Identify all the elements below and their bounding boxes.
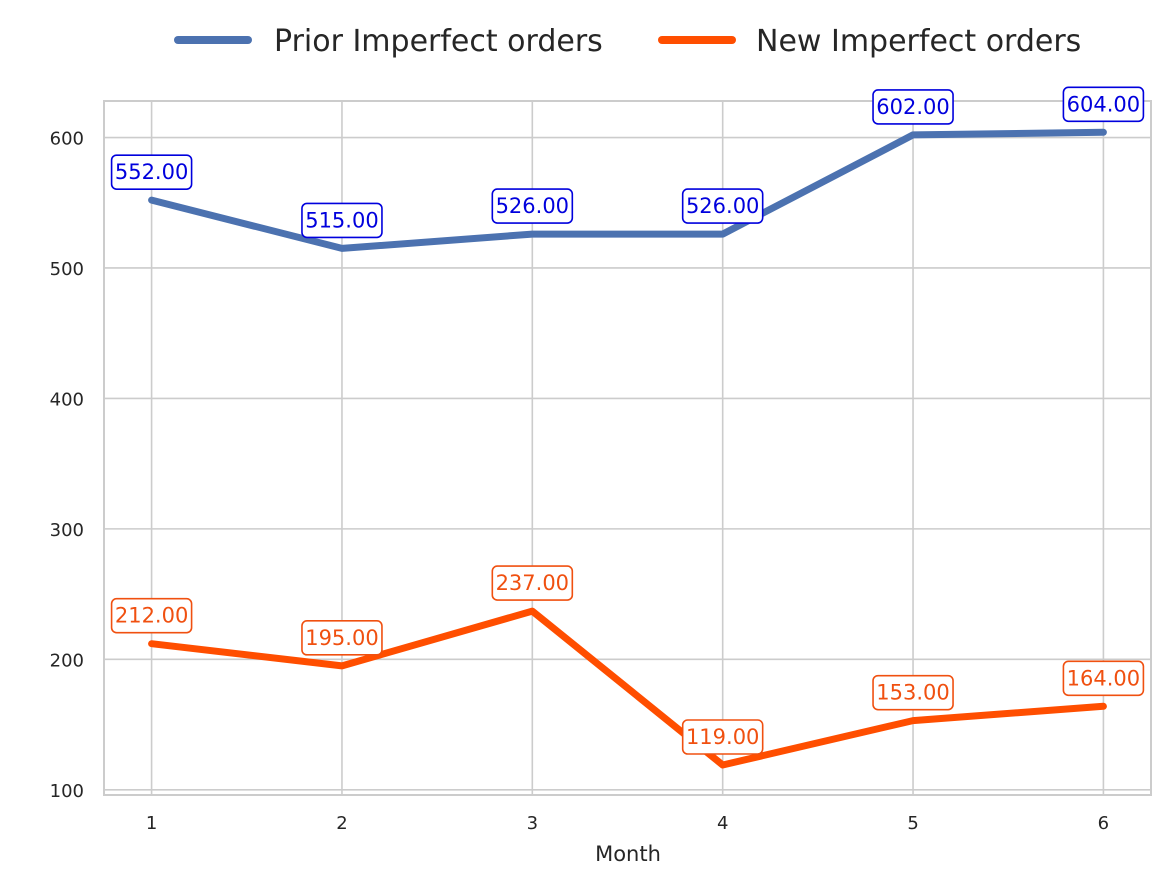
data-label-box-0-3 — [681, 188, 764, 224]
data-label-1-0: 212.00 — [115, 604, 188, 628]
series-line-1 — [148, 607, 1107, 769]
data-label-box-1-4 — [872, 674, 954, 711]
y-tick-label-0: 100 — [50, 781, 84, 802]
x-axis-title: Month — [595, 842, 661, 866]
x-tick-label-5: 6 — [1098, 813, 1109, 834]
plot-area: 100 200 300 400 500 600 1 2 3 4 5 6 552.00 515.00 526.… — [50, 86, 1152, 834]
data-label-box-0-0 — [110, 154, 193, 190]
legend: Prior Imperfect orders New Imperfect ord… — [174, 24, 1081, 59]
data-label-1-5: 164.00 — [1067, 666, 1140, 690]
data-label-0-3: 526.00 — [686, 194, 759, 218]
data-label-1-3: 119.00 — [686, 725, 759, 749]
y-tick-label-5: 600 — [50, 129, 84, 150]
x-tick-label-2: 3 — [527, 813, 538, 834]
data-label-1-2: 237.00 — [496, 571, 569, 595]
data-label-box-1-1 — [301, 620, 383, 656]
data-label-box-1-0 — [110, 597, 193, 634]
data-label-0-0: 552.00 — [115, 160, 188, 184]
data-label-box-0-5 — [1062, 86, 1145, 123]
legend-label-prior: Prior Imperfect orders — [274, 24, 603, 59]
x-tick-label-1: 2 — [336, 813, 347, 834]
data-label-1-1: 195.00 — [305, 626, 378, 650]
data-label-box-1-3 — [681, 719, 764, 755]
x-tick-label-3: 4 — [717, 813, 728, 834]
data-label-0-4: 602.00 — [876, 95, 949, 119]
data-label-0-2: 526.00 — [496, 194, 569, 218]
legend-label-new: New Imperfect orders — [756, 24, 1081, 59]
data-label-0-5: 604.00 — [1067, 92, 1140, 116]
y-tick-label-4: 500 — [50, 259, 84, 280]
y-tick-label-3: 400 — [50, 389, 84, 410]
data-label-0-1: 515.00 — [305, 208, 378, 232]
data-label-box-1-2 — [491, 565, 574, 601]
data-label-box-0-1 — [301, 202, 383, 239]
series-line-0 — [148, 128, 1107, 252]
data-label-box-0-4 — [872, 89, 954, 125]
x-tick-label-4: 5 — [907, 813, 918, 834]
data-label-box-1-5 — [1062, 660, 1145, 697]
y-tick-label-2: 300 — [50, 520, 84, 541]
data-label-1-4: 153.00 — [876, 681, 949, 705]
plot-frame — [103, 100, 1152, 796]
x-tick-label-0: 1 — [146, 813, 157, 834]
y-tick-label-1: 200 — [50, 650, 84, 671]
data-label-box-0-2 — [491, 188, 574, 224]
